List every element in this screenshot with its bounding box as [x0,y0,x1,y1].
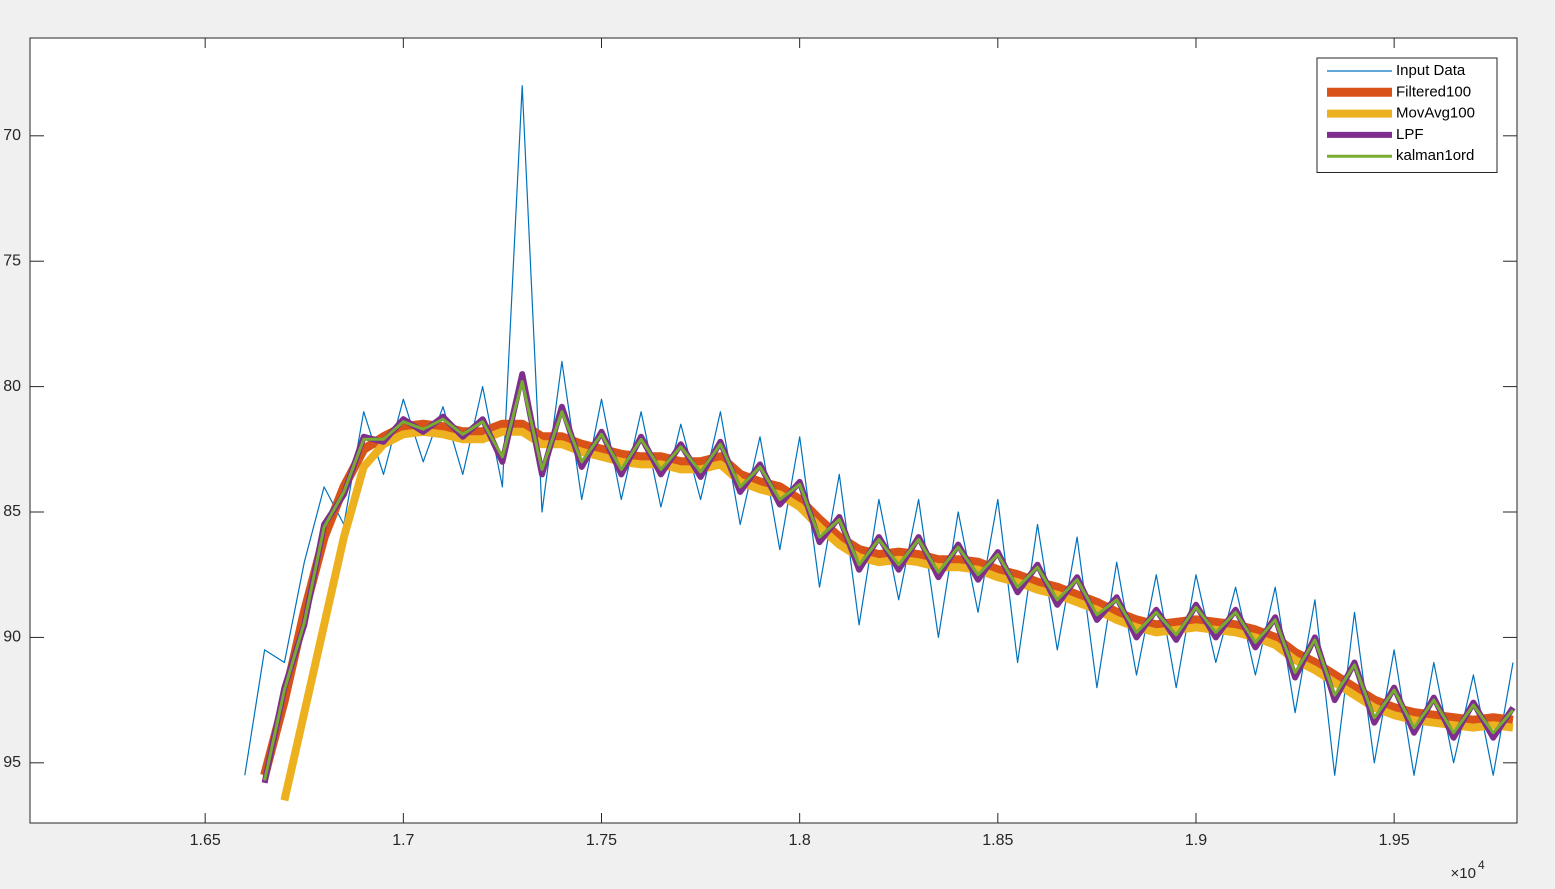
x-tick-label: 1.65 [190,832,221,849]
y-tick-label: 75 [3,252,21,269]
legend-label: MovAvg100 [1396,105,1475,122]
series-line [263,380,1515,781]
y-tick-label: 95 [3,754,21,771]
x-tick-label: 1.9 [1185,832,1207,849]
legend-label: Filtered100 [1396,83,1471,100]
x-tick-label: 1.85 [982,832,1013,849]
legend-box [1316,57,1498,173]
series-line [244,85,1514,776]
x-tick-label: 1.95 [1379,832,1410,849]
y-tick-label: 85 [3,503,21,520]
x-tick-label: 1.75 [586,832,617,849]
legend-label: Input Data [1396,62,1466,79]
y-tick-label: 70 [3,127,21,144]
plot-area [30,38,1517,823]
legend-label: kalman1ord [1396,147,1474,164]
x-exponent: 4 [1478,858,1485,872]
y-tick-label: 90 [3,629,21,646]
x-tick-label: 1.8 [789,832,811,849]
x-tick-label: 1.7 [392,832,414,849]
y-tick-label: 80 [3,378,21,395]
axes-box [29,37,1518,824]
legend-label: LPF [1396,126,1424,143]
x-exponent-base: ×10 [1451,865,1476,882]
